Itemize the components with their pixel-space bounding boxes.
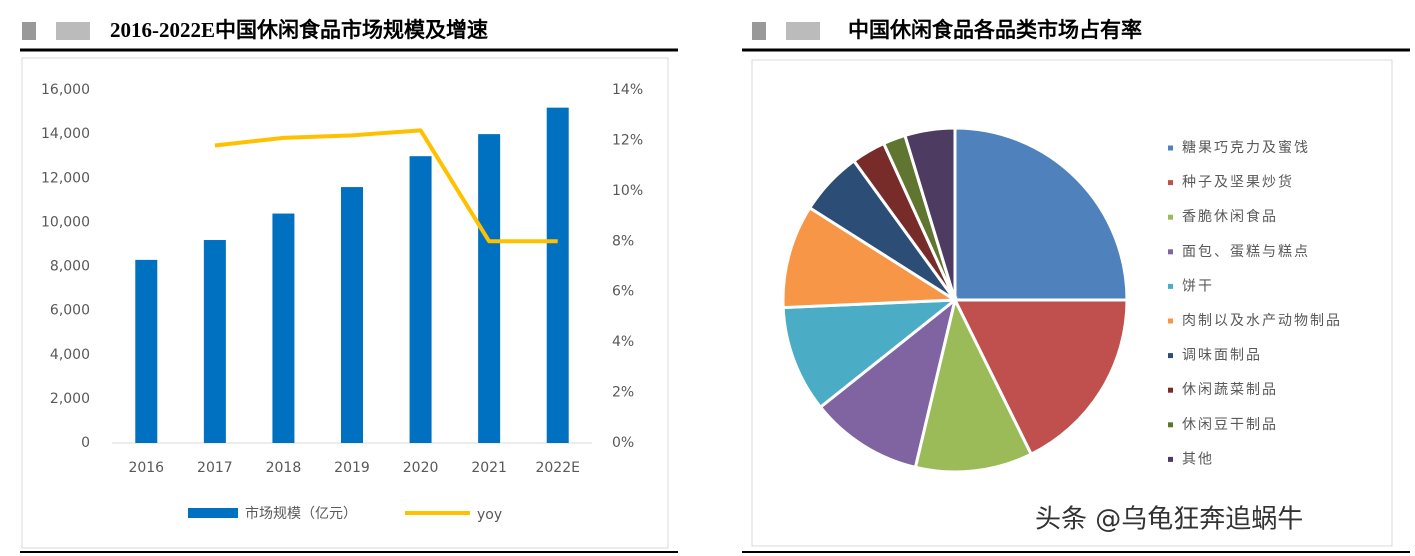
legend-swatch — [1168, 283, 1173, 289]
blur-icon — [56, 22, 90, 40]
y-tick-label: 16,000 — [41, 82, 90, 98]
y-tick-label: 10,000 — [41, 214, 90, 230]
legend-label: 面包、蛋糕与糕点 — [1182, 244, 1310, 260]
y-tick-label: 12,000 — [41, 170, 90, 186]
bar — [272, 213, 295, 443]
y2-tick-label: 4% — [612, 334, 634, 350]
legend-label: 肉制以及水产动物制品 — [1182, 313, 1342, 329]
y2-tick-label: 0% — [612, 435, 634, 451]
legend-swatch — [1168, 422, 1173, 428]
pie-slice — [953, 126, 1129, 302]
bar — [546, 107, 569, 444]
legend-label: 休闲蔬菜制品 — [1182, 382, 1278, 398]
pie-slice — [952, 298, 1129, 457]
y2-tick-label: 12% — [612, 132, 643, 148]
legend-label: 饼干 — [1182, 278, 1214, 294]
legend-label: 休闲豆干制品 — [1182, 417, 1278, 433]
legend-swatch — [1168, 387, 1173, 393]
legend-label: 调味面制品 — [1182, 348, 1262, 364]
y-tick-label: 14,000 — [41, 126, 90, 142]
y2-tick-label: 8% — [612, 233, 634, 249]
legend-label: 糖果巧克力及蜜饯 — [1182, 140, 1310, 156]
bar — [135, 259, 158, 443]
x-tick-label: 2022E — [535, 460, 579, 476]
y-tick-label: 0 — [81, 435, 90, 451]
bar — [409, 156, 432, 443]
y2-tick-label: 6% — [612, 284, 634, 300]
x-tick-label: 2020 — [403, 460, 439, 476]
x-tick-label: 2017 — [197, 460, 233, 476]
pie-slice — [781, 298, 960, 410]
pie-slice — [818, 296, 958, 470]
legend-label: 市场规模（亿元） — [245, 505, 357, 522]
y-tick-label: 4,000 — [50, 347, 90, 363]
x-tick-label: 2016 — [128, 460, 164, 476]
y-tick-label: 2,000 — [50, 391, 90, 407]
legend-label: 香脆休闲食品 — [1182, 208, 1278, 225]
bar — [203, 240, 226, 443]
legend-swatch — [1168, 214, 1173, 220]
blur-icon — [786, 22, 820, 40]
legend-swatch — [1168, 456, 1173, 462]
pie-slice — [903, 126, 957, 301]
right-header — [742, 22, 1410, 553]
y2-tick-label: 10% — [612, 183, 643, 199]
legend-swatch — [1168, 180, 1173, 186]
x-tick-label: 2021 — [471, 460, 507, 476]
legend-swatch — [1168, 353, 1173, 359]
y-tick-label: 8,000 — [50, 259, 90, 275]
chart-frame — [21, 57, 669, 549]
legend-swatch — [1168, 249, 1173, 255]
line — [214, 128, 558, 244]
pie-slice — [913, 295, 1034, 474]
blur-icon — [22, 22, 36, 40]
blur-icon — [752, 22, 766, 40]
y2-tick-label: 14% — [612, 82, 643, 98]
legend-label: 其他 — [1182, 451, 1214, 467]
legend-label: 种子及坚果炒货 — [1182, 174, 1294, 191]
left-header — [20, 22, 678, 553]
x-tick-label: 2018 — [266, 460, 302, 476]
y-tick-label: 6,000 — [50, 303, 90, 319]
chart-frame — [751, 59, 1393, 547]
x-tick-label: 2019 — [334, 460, 370, 476]
legend-swatch — [1168, 318, 1173, 324]
legend-swatch — [188, 508, 238, 518]
y2-tick-label: 2% — [612, 385, 634, 401]
legend-label: yoy — [477, 507, 502, 523]
chart-title: 中国休闲食品各品类市场占有率 — [848, 18, 1142, 42]
bar — [341, 187, 363, 443]
watermark: 头条 @乌龟狂奔追蜗牛 — [1035, 505, 1303, 535]
pie-slice — [781, 205, 960, 310]
legend-swatch — [1168, 145, 1173, 151]
bar — [478, 134, 501, 443]
chart-title: 2016-2022E中国休闲食品市场规模及增速 — [110, 18, 488, 42]
